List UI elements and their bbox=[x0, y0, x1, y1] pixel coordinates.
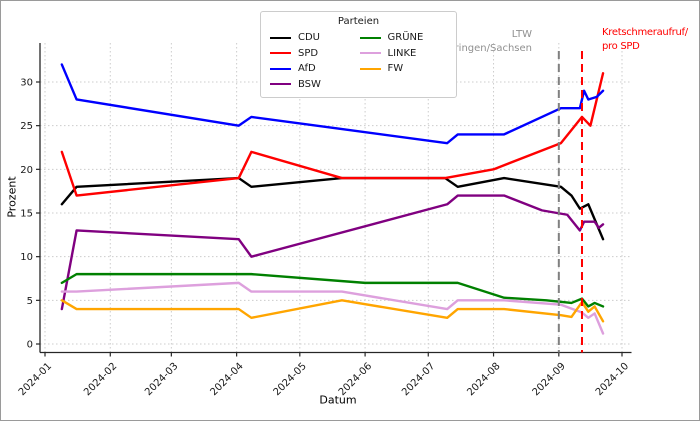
legend-label: AfD bbox=[298, 63, 316, 75]
legend-line-swatch bbox=[270, 83, 291, 86]
annotation-ltw-line1: LTW bbox=[511, 29, 532, 40]
legend-label: FW bbox=[387, 63, 404, 75]
x-tick-label: 2024-03 bbox=[143, 361, 180, 398]
series-line-linke bbox=[60, 281, 605, 335]
x-tick-label: 2024-07 bbox=[400, 361, 437, 398]
y-tick-label: 0 bbox=[27, 340, 33, 351]
annotation-ltw: LTW Thüringen/Sachsen bbox=[1, 28, 532, 56]
y-tick-label: 5 bbox=[27, 296, 33, 307]
legend-line-swatch bbox=[270, 67, 291, 70]
y-tick-label: 25 bbox=[20, 121, 33, 132]
legend-item-fw: FW bbox=[359, 61, 448, 77]
legend-item-cdu: CDU bbox=[270, 30, 358, 46]
legend-label: LINKE bbox=[387, 47, 417, 59]
x-tick-label: 2024-10 bbox=[594, 361, 631, 398]
x-tick-label: 2024-05 bbox=[272, 361, 309, 398]
legend-item-bsw: BSW bbox=[270, 77, 358, 93]
legend-items: CDU SPD AfD BSW GRÜNE LINKE FW bbox=[270, 30, 447, 92]
legend-line-swatch bbox=[270, 52, 291, 55]
legend-label: GRÜNE bbox=[387, 32, 424, 44]
legend-title: Parteien bbox=[337, 16, 380, 27]
annotation-kretschmeraufruf-line1: Kretschmeraufruf/ bbox=[602, 27, 688, 38]
annotation-ltw-line2: Thüringen/Sachsen bbox=[435, 43, 532, 54]
legend-line-swatch bbox=[270, 36, 291, 39]
legend-label: SPD bbox=[298, 47, 319, 59]
x-axis-label: Datum bbox=[319, 393, 357, 407]
x-tick-label: 2024-01 bbox=[17, 361, 54, 398]
legend-item-grüne: GRÜNE bbox=[359, 30, 448, 46]
series-line-afd bbox=[60, 63, 605, 145]
legend-line-swatch bbox=[359, 52, 381, 55]
y-axis-label: Prozent bbox=[5, 176, 19, 218]
legend: Parteien CDU SPD AfD BSW GRÜNE LINKE FW bbox=[260, 11, 457, 98]
annotation-kretschmeraufruf-line2: pro SPD bbox=[602, 41, 640, 52]
annotation-kretschmeraufruf: Kretschmeraufruf/ pro SPD bbox=[602, 26, 688, 54]
y-tick-label: 20 bbox=[20, 165, 33, 176]
y-tick-label: 10 bbox=[20, 252, 33, 263]
series-line-spd bbox=[60, 72, 605, 197]
legend-label: BSW bbox=[298, 78, 321, 90]
y-tick-label: 30 bbox=[20, 78, 33, 89]
legend-label: CDU bbox=[298, 32, 321, 44]
legend-item-linke: LINKE bbox=[359, 46, 448, 62]
legend-line-swatch bbox=[359, 36, 381, 39]
x-tick-label: 2024-08 bbox=[465, 361, 502, 398]
series-line-bsw bbox=[60, 194, 605, 311]
series-line-grüne bbox=[60, 272, 605, 308]
legend-line-swatch bbox=[359, 67, 381, 70]
y-tick-label: 15 bbox=[20, 209, 33, 220]
legend-item-afd: AfD bbox=[270, 61, 358, 77]
series-line-fw bbox=[60, 299, 605, 323]
legend-item-spd: SPD bbox=[270, 46, 358, 62]
x-tick-label: 2024-04 bbox=[208, 361, 245, 398]
x-tick-label: 2024-02 bbox=[82, 361, 119, 398]
x-tick-label: 2024-09 bbox=[531, 361, 568, 398]
